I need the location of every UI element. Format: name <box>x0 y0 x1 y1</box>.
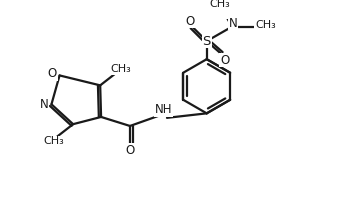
Text: CH₃: CH₃ <box>111 64 131 74</box>
Text: N: N <box>40 98 49 111</box>
Text: O: O <box>48 67 57 80</box>
Text: O: O <box>220 54 230 67</box>
Text: O: O <box>125 144 134 157</box>
Text: CH₃: CH₃ <box>44 136 64 146</box>
Text: CH₃: CH₃ <box>255 20 276 30</box>
Text: O: O <box>185 15 194 28</box>
Text: CH₃: CH₃ <box>210 0 231 9</box>
Text: N: N <box>228 17 237 30</box>
Text: S: S <box>202 35 211 48</box>
Text: NH: NH <box>155 103 172 116</box>
